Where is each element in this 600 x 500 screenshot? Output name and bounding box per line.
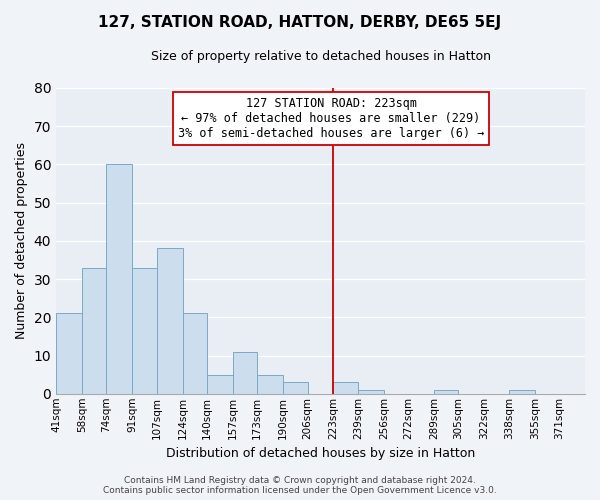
Bar (509, 390, 535, 394)
Bar (434, 390, 458, 394)
Bar (82, 268, 106, 394)
Bar (132, 268, 157, 394)
Text: Contains HM Land Registry data © Crown copyright and database right 2024.
Contai: Contains HM Land Registry data © Crown c… (103, 476, 497, 495)
Bar (106, 164, 132, 394)
Text: 127 STATION ROAD: 223sqm
← 97% of detached houses are smaller (229)
3% of semi-d: 127 STATION ROAD: 223sqm ← 97% of detach… (178, 97, 484, 140)
Bar (182, 314, 207, 394)
Y-axis label: Number of detached properties: Number of detached properties (15, 142, 28, 340)
Text: 127, STATION ROAD, HATTON, DERBY, DE65 5EJ: 127, STATION ROAD, HATTON, DERBY, DE65 5… (98, 15, 502, 30)
Bar (157, 248, 182, 394)
Bar (358, 390, 384, 394)
Bar (283, 382, 308, 394)
Bar (207, 374, 233, 394)
Bar (233, 352, 257, 394)
X-axis label: Distribution of detached houses by size in Hatton: Distribution of detached houses by size … (166, 447, 475, 460)
Bar (257, 374, 283, 394)
Bar (56, 314, 82, 394)
Title: Size of property relative to detached houses in Hatton: Size of property relative to detached ho… (151, 50, 491, 63)
Bar (334, 382, 358, 394)
